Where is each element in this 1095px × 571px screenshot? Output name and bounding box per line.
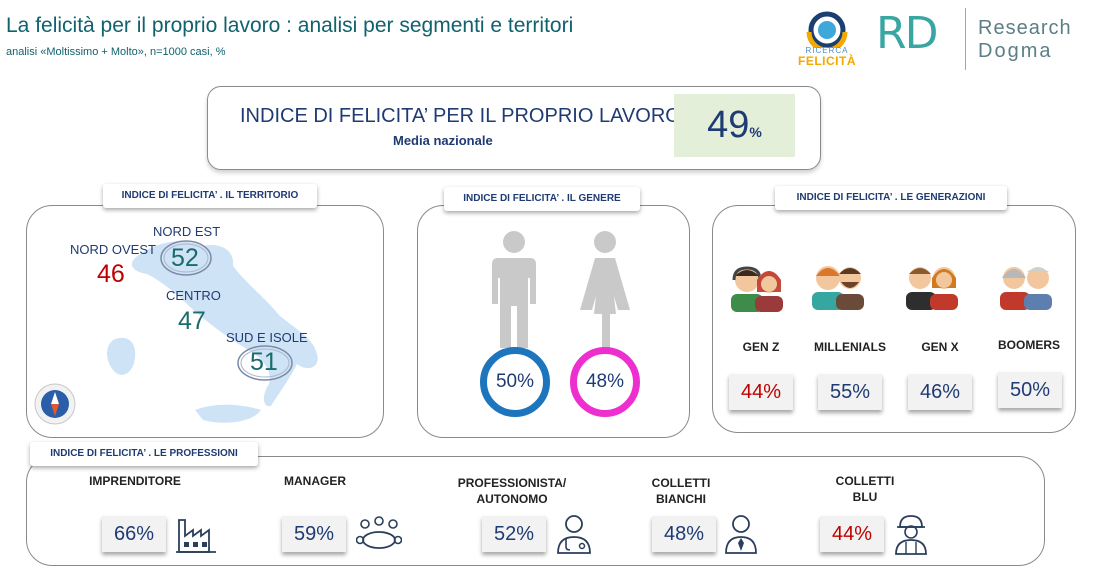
national-index-subtitle: Media nazionale — [393, 133, 493, 148]
felicita-arc-icon — [806, 11, 848, 48]
prof-value-imprenditore: 66% — [102, 516, 166, 552]
italy-map-icon — [107, 241, 318, 423]
gender-panel — [417, 205, 690, 438]
compass-icon — [34, 383, 76, 425]
meeting-icon — [356, 516, 402, 549]
region-label-centro: CENTRO — [166, 288, 221, 303]
page-title: La felicità per il proprio lavoro : anal… — [6, 14, 574, 37]
national-index-number: 49 — [707, 104, 750, 146]
boomers-avatars-icon — [1000, 267, 1052, 310]
gen-label-gen-z: GEN Z — [742, 340, 780, 354]
prof-label-manager: MANAGER — [284, 474, 346, 488]
research-dogma-word1: Research — [978, 17, 1072, 39]
prof-label-imprenditore: IMPRENDITORE — [89, 474, 181, 488]
gen-value-gen-x: 46% — [908, 374, 972, 410]
office-worker-icon — [725, 515, 757, 554]
national-index-card: INDICE DI FELICITA’ PER IL PROPRIO LAVOR… — [207, 86, 821, 170]
professions-tab: INDICE DI FELICITA’ . LE PROFESSIONI — [30, 442, 258, 466]
logo-divider — [965, 8, 966, 70]
prof-value-manager: 59% — [282, 516, 346, 552]
region-label-nord-ovest: NORD OVEST — [70, 242, 156, 257]
millenials-avatars-icon — [812, 266, 864, 310]
prof-label-colletti-blu-line1: COLLETTI — [835, 474, 895, 488]
territory-tab: INDICE DI FELICITA’ . IL TERRITORIO — [103, 184, 317, 208]
gen-label-boomers: BOOMERS — [997, 338, 1060, 352]
gen-label-gen-x: GEN X — [921, 340, 959, 354]
national-index-unit: % — [749, 124, 762, 140]
prof-value-colletti-blu: 44% — [820, 516, 884, 552]
region-value-nord-est: 52 — [171, 244, 199, 272]
national-index-value: 49% — [674, 94, 795, 157]
generations-tab: INDICE DI FELICITA’ . LE GENERAZIONI — [775, 186, 1007, 210]
research-dogma-mark: RD — [876, 8, 938, 59]
male-figure-icon — [492, 231, 536, 348]
female-value-ring: 48% — [570, 347, 640, 417]
research-dogma-word2: Dogma — [978, 40, 1053, 62]
logo-felicita-small: RICERCA — [805, 46, 849, 55]
region-value-centro: 47 — [178, 307, 206, 335]
ricerca-felicita-logo: RICERCA FELICITÀ — [788, 8, 866, 68]
gen-z-avatars-icon — [731, 266, 783, 312]
prof-label-colletti-blu-line2: BLU — [852, 490, 878, 504]
female-figure-icon — [580, 231, 630, 348]
highlight-ring-nord-est — [160, 240, 212, 276]
prof-label-colletti-bianchi-line2: BIANCHI — [656, 492, 706, 506]
gender-tab: INDICE DI FELICITA’ . IL GENERE — [444, 187, 640, 211]
prof-label-professionista-line1: PROFESSIONISTA/ — [457, 476, 567, 490]
region-value-nord-ovest: 46 — [97, 260, 125, 288]
territory-panel — [26, 205, 384, 438]
highlight-ring-sud-isole — [237, 345, 293, 381]
region-label-nord-est: NORD EST — [153, 224, 221, 239]
male-value-ring: 50% — [480, 347, 550, 417]
gen-value-boomers: 50% — [998, 372, 1062, 408]
national-index-title: INDICE DI FELICITA’ PER IL PROPRIO LAVOR… — [240, 105, 681, 127]
factory-icon — [176, 519, 216, 553]
region-label-sud-isole: SUD E ISOLE — [226, 330, 308, 345]
gen-value-gen-z: 44% — [729, 374, 793, 410]
gen-value-millenials: 55% — [818, 374, 882, 410]
region-value-sud-isole: 51 — [250, 348, 278, 376]
prof-value-professionista: 52% — [482, 516, 546, 552]
prof-label-professionista-line2: AUTONOMO — [476, 492, 548, 506]
page-subtitle: analisi «Moltissimo + Molto», n=1000 cas… — [6, 46, 226, 58]
gen-x-avatars-icon — [906, 267, 958, 310]
prof-value-colletti-bianchi: 48% — [652, 516, 716, 552]
prof-label-colletti-bianchi-line1: COLLETTI — [651, 476, 711, 490]
logo-felicita-big: FELICITÀ — [798, 54, 856, 68]
worker-helmet-icon — [895, 515, 927, 555]
doctor-icon — [557, 515, 591, 554]
gen-label-millenials: MILLENIALS — [814, 340, 886, 354]
